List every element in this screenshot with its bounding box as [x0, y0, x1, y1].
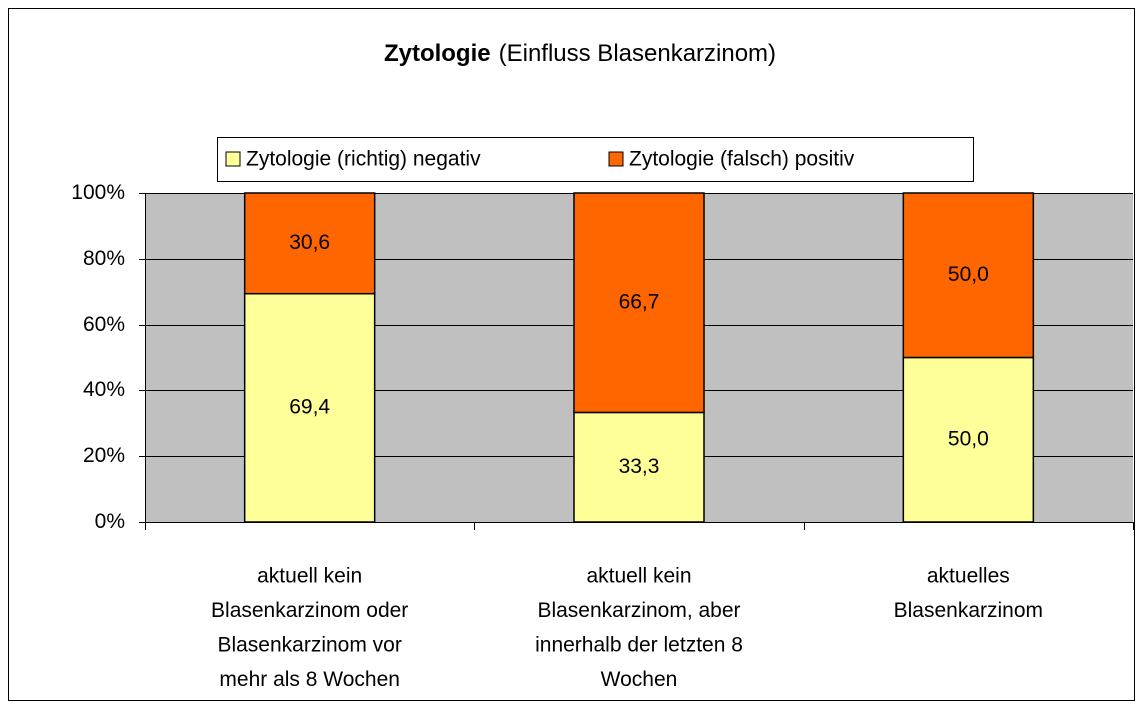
bar-segment [573, 411, 705, 523]
bar-segment [573, 192, 705, 414]
y-tick-label: 80% [83, 247, 125, 270]
value-label: 66,7 [619, 290, 660, 313]
x-tick-label: aktuell kein [257, 565, 362, 588]
bar-segment [243, 192, 376, 295]
title-note: (Einfluss Blasenkarzinom) [499, 40, 776, 67]
x-tick-label: Wochen [601, 668, 678, 691]
y-tick-label: 0% [95, 510, 125, 533]
x-tick-label: Blasenkarzinom oder [211, 599, 408, 622]
legend-label: Zytologie (falsch) positiv [629, 148, 855, 171]
bar-segment [243, 292, 376, 523]
value-label: 50,0 [948, 427, 989, 450]
chart-title: Zytologie (Einfluss Blasenkarzinom) [384, 40, 776, 67]
x-tick-label: Blasenkarzinom, aber [537, 599, 740, 622]
legend-swatch [225, 151, 241, 167]
value-label: 50,0 [948, 263, 989, 286]
y-tick-label: 60% [83, 313, 125, 336]
bar-segment [902, 356, 1035, 523]
x-tick-label: aktuell kein [586, 565, 691, 588]
value-label: 30,6 [289, 231, 330, 254]
bar-segment [902, 192, 1035, 359]
x-tick-label: aktuelles [927, 565, 1010, 588]
x-tick-label: Blasenkarzinom [894, 599, 1043, 622]
x-tick-label: innerhalb der letzten 8 [535, 634, 743, 657]
legend-box [217, 137, 974, 182]
y-tick-label: 20% [83, 444, 125, 467]
title-main: Zytologie [384, 40, 491, 67]
legend-label: Zytologie (richtig) negativ [246, 148, 481, 171]
y-tick-label: 100% [71, 181, 125, 204]
legend-swatch [608, 151, 624, 167]
value-label: 33,3 [619, 455, 660, 478]
y-tick-label: 40% [83, 378, 125, 401]
x-tick-label: Blasenkarzinom vor [217, 634, 401, 657]
x-tick-label: mehr als 8 Wochen [219, 668, 400, 691]
value-label: 69,4 [289, 395, 330, 418]
